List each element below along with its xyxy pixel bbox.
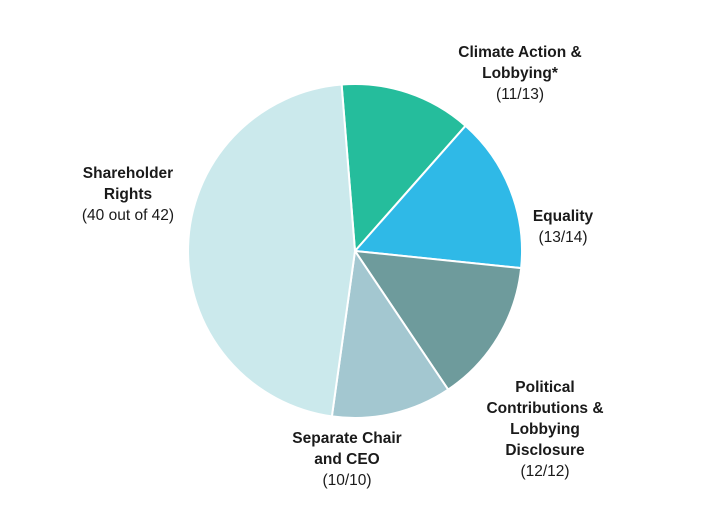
slice-political-contributions-lobbying-disclosure <box>352 249 523 391</box>
slice-label-count: (12/12) <box>520 463 569 480</box>
slice-label-name-line: Lobbying <box>510 421 580 438</box>
slice-label-name-line: Equality <box>533 208 594 225</box>
slice-label-separate-chair-and-ceo: Separate Chair and CEO (10/10) <box>292 430 401 489</box>
pie-labels: Climate Action & Lobbying* (11/13) Equality… <box>82 44 604 489</box>
slice-label-name-line: Lobbying* <box>482 65 559 82</box>
slice-climate-action-lobbying <box>340 83 467 254</box>
slice-label-count: (13/14) <box>538 229 587 246</box>
slice-label-name-line: Shareholder <box>83 165 173 182</box>
slice-label-name-line: Political <box>515 379 574 396</box>
slice-label-name-line: Disclosure <box>505 442 585 459</box>
pie-slices <box>187 83 523 419</box>
slice-separate-chair-and-ceo <box>330 248 450 419</box>
slice-label-name-line: Rights <box>104 186 152 203</box>
slice-label-equality: Equality (13/14) <box>533 208 594 246</box>
slice-equality <box>352 124 523 270</box>
slice-label-name-line: and CEO <box>314 451 379 468</box>
slice-label-count: (40 out of 42) <box>82 207 174 224</box>
slice-label-shareholder-rights: Shareholder Rights (40 out of 42) <box>82 165 174 224</box>
slice-label-count: (11/13) <box>496 86 544 103</box>
slice-label-name-line: Separate Chair <box>292 430 401 447</box>
slice-label-political-contributions-lobbying-disclosure: Political Contributions & Lobbying Disclosu… <box>486 379 603 480</box>
slice-shareholder-rights <box>187 83 357 418</box>
slice-label-count: (10/10) <box>322 472 371 489</box>
slice-label-climate-action-lobbying: Climate Action & Lobbying* (11/13) <box>458 44 581 103</box>
slice-label-name-line: Contributions & <box>486 400 603 417</box>
slice-label-name-line: Climate Action & <box>458 44 581 61</box>
